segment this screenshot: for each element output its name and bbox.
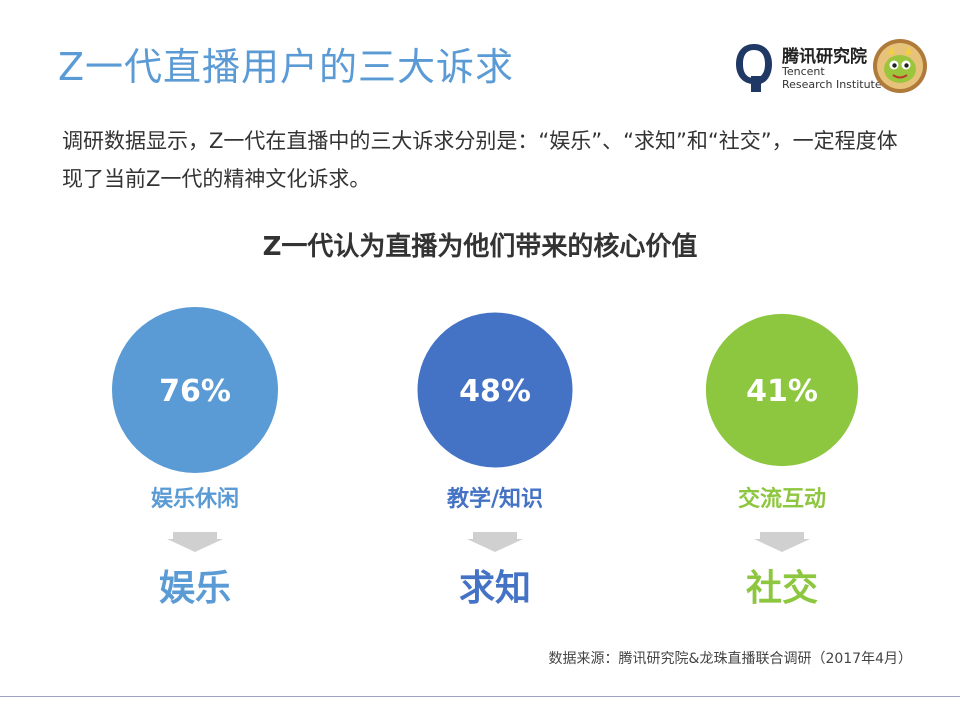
logo-name-cn: 腾讯研究院 bbox=[782, 47, 867, 67]
bubble-1 bbox=[112, 307, 278, 473]
tencent-research-logo: 腾讯研究院 Tencent Research Institute bbox=[732, 38, 932, 98]
page-title: Z一代直播用户的三大诉求 bbox=[58, 45, 515, 89]
bubble-value-label: 41% bbox=[746, 374, 818, 409]
category-label: 娱乐休闲 bbox=[151, 487, 239, 512]
intro-text: 调研数据显示，Z一代在直播中的三大诉求分别是：“娱乐”、“求知”和“社交”，一定… bbox=[62, 129, 898, 191]
logo-name-en-line1: Tencent bbox=[782, 65, 825, 78]
down-arrow-icon bbox=[167, 532, 223, 552]
bubble-2 bbox=[417, 312, 573, 468]
data-source: 数据来源：腾讯研究院&龙珠直播联合调研（2017年4月） bbox=[548, 651, 912, 667]
demand-label: 娱乐 bbox=[159, 568, 231, 609]
category-label: 教学/知识 bbox=[447, 486, 543, 512]
down-arrow-icon bbox=[754, 532, 810, 552]
chart-title: Z一代认为直播为他们带来的核心价值 bbox=[262, 232, 698, 262]
bubble-value-label: 48% bbox=[459, 374, 531, 409]
footer-divider bbox=[0, 696, 960, 697]
down-arrow-icon bbox=[467, 532, 523, 552]
demand-label: 社交 bbox=[746, 567, 818, 609]
category-label: 交流互动 bbox=[738, 486, 826, 512]
tencent-research-q-icon bbox=[736, 44, 772, 92]
logo-name-en-line2: Research Institute bbox=[782, 78, 882, 91]
demand-label: 求知 bbox=[459, 568, 531, 609]
dragon-mascot-icon bbox=[873, 39, 927, 93]
bubble-value-label: 76% bbox=[159, 374, 231, 409]
bubble-3 bbox=[705, 313, 859, 467]
